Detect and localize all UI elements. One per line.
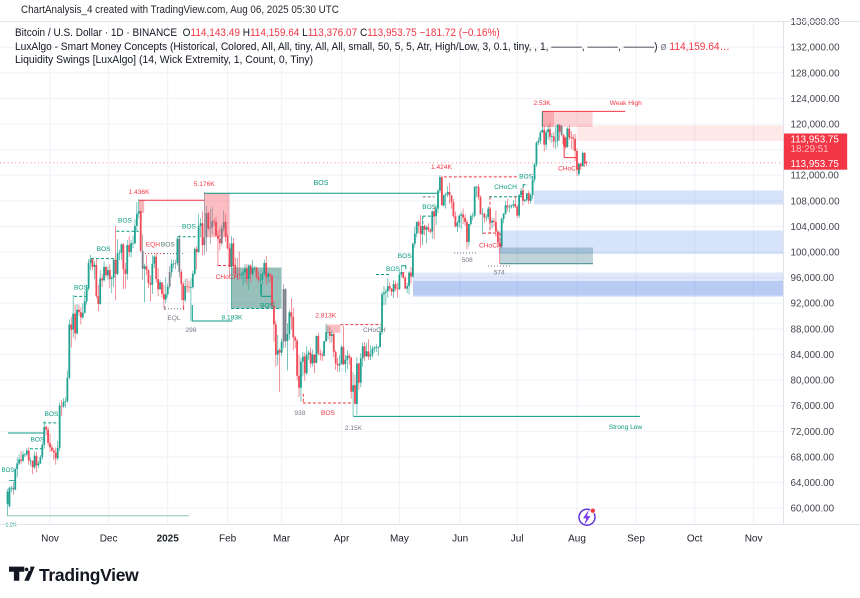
svg-text:BOS: BOS (260, 303, 275, 310)
svg-text:Nov: Nov (41, 534, 59, 545)
svg-text:Nov: Nov (745, 534, 763, 545)
svg-text:Dec: Dec (100, 534, 118, 545)
svg-text:80,000.00: 80,000.00 (791, 376, 835, 387)
svg-text:938: 938 (294, 410, 305, 417)
svg-text:Weak High: Weak High (610, 100, 642, 107)
svg-text:CHoCH: CHoCH (558, 166, 581, 173)
svg-text:104,000.00: 104,000.00 (791, 222, 841, 233)
svg-text:64,000.00: 64,000.00 (791, 478, 835, 489)
svg-text:298: 298 (185, 327, 196, 334)
svg-text:Jul: Jul (511, 534, 524, 545)
svg-text:TradingView: TradingView (39, 565, 139, 585)
svg-text:113,953.75: 113,953.75 (791, 159, 840, 170)
svg-text:72,000.00: 72,000.00 (791, 427, 835, 438)
svg-text:BOS: BOS (2, 468, 15, 474)
svg-text:2.15K: 2.15K (345, 425, 363, 432)
svg-text:Strong Low: Strong Low (609, 424, 643, 431)
svg-text:CHoCH: CHoCH (479, 242, 502, 249)
svg-text:508: 508 (462, 257, 473, 264)
svg-text:BOS: BOS (118, 218, 133, 225)
svg-text:Mar: Mar (273, 534, 291, 545)
svg-text:112,000.00: 112,000.00 (791, 171, 840, 182)
svg-text:Apr: Apr (334, 534, 350, 545)
svg-text:BOS: BOS (97, 246, 112, 253)
svg-text:96,000.00: 96,000.00 (791, 273, 835, 284)
svg-text:92,000.00: 92,000.00 (791, 299, 835, 310)
svg-text:Jun: Jun (452, 534, 468, 545)
svg-text:BOS: BOS (182, 223, 197, 230)
svg-text:BOS: BOS (31, 437, 46, 444)
svg-text:EQL: EQL (167, 315, 181, 322)
svg-text:BOS: BOS (161, 242, 176, 249)
svg-text:Aug: Aug (568, 534, 586, 545)
svg-text:68,000.00: 68,000.00 (791, 452, 835, 463)
svg-text:2.813K: 2.813K (315, 313, 337, 320)
svg-text:132,000.00: 132,000.00 (791, 43, 841, 54)
svg-text:1.2K: 1.2K (5, 523, 17, 529)
svg-text:EQH: EQH (146, 242, 161, 249)
svg-text:124,000.00: 124,000.00 (791, 94, 841, 105)
svg-text:May: May (390, 534, 409, 545)
svg-text:BOS: BOS (519, 173, 534, 180)
svg-text:120,000.00: 120,000.00 (791, 120, 841, 131)
svg-text:136,000.00: 136,000.00 (791, 17, 841, 28)
svg-text:113,953.75: 113,953.75 (791, 134, 840, 145)
svg-text:Oct: Oct (687, 534, 703, 545)
svg-text:128,000.00: 128,000.00 (791, 68, 841, 79)
svg-text:1.424K: 1.424K (431, 164, 453, 171)
svg-text:BOS: BOS (74, 285, 89, 292)
svg-text:574: 574 (494, 270, 505, 277)
svg-text:84,000.00: 84,000.00 (791, 350, 835, 361)
svg-text:18:29:51: 18:29:51 (791, 144, 829, 155)
svg-text:88,000.00: 88,000.00 (791, 324, 835, 335)
svg-text:108,000.00: 108,000.00 (791, 196, 841, 207)
svg-text:CHoCH: CHoCH (216, 274, 239, 281)
svg-text:1.436K: 1.436K (129, 189, 151, 196)
svg-text:BOS: BOS (386, 266, 401, 273)
svg-text:76,000.00: 76,000.00 (791, 401, 835, 412)
svg-text:BOS: BOS (45, 411, 60, 418)
svg-text:2025: 2025 (157, 534, 180, 545)
svg-text:Sep: Sep (627, 534, 645, 545)
svg-text:BOS: BOS (314, 180, 329, 187)
svg-text:5.176K: 5.176K (194, 181, 216, 188)
svg-text:CHoCH: CHoCH (363, 327, 386, 334)
svg-text:BOS: BOS (398, 253, 413, 260)
svg-text:100,000.00: 100,000.00 (791, 248, 841, 259)
svg-text:BOS: BOS (321, 410, 336, 417)
svg-text:Feb: Feb (219, 534, 237, 545)
svg-text:8.183K: 8.183K (222, 315, 244, 322)
svg-text:CHoCH: CHoCH (494, 184, 517, 191)
svg-text:60,000.00: 60,000.00 (791, 504, 835, 515)
svg-text:BOS: BOS (422, 204, 437, 211)
svg-text:2.53K: 2.53K (533, 100, 551, 107)
